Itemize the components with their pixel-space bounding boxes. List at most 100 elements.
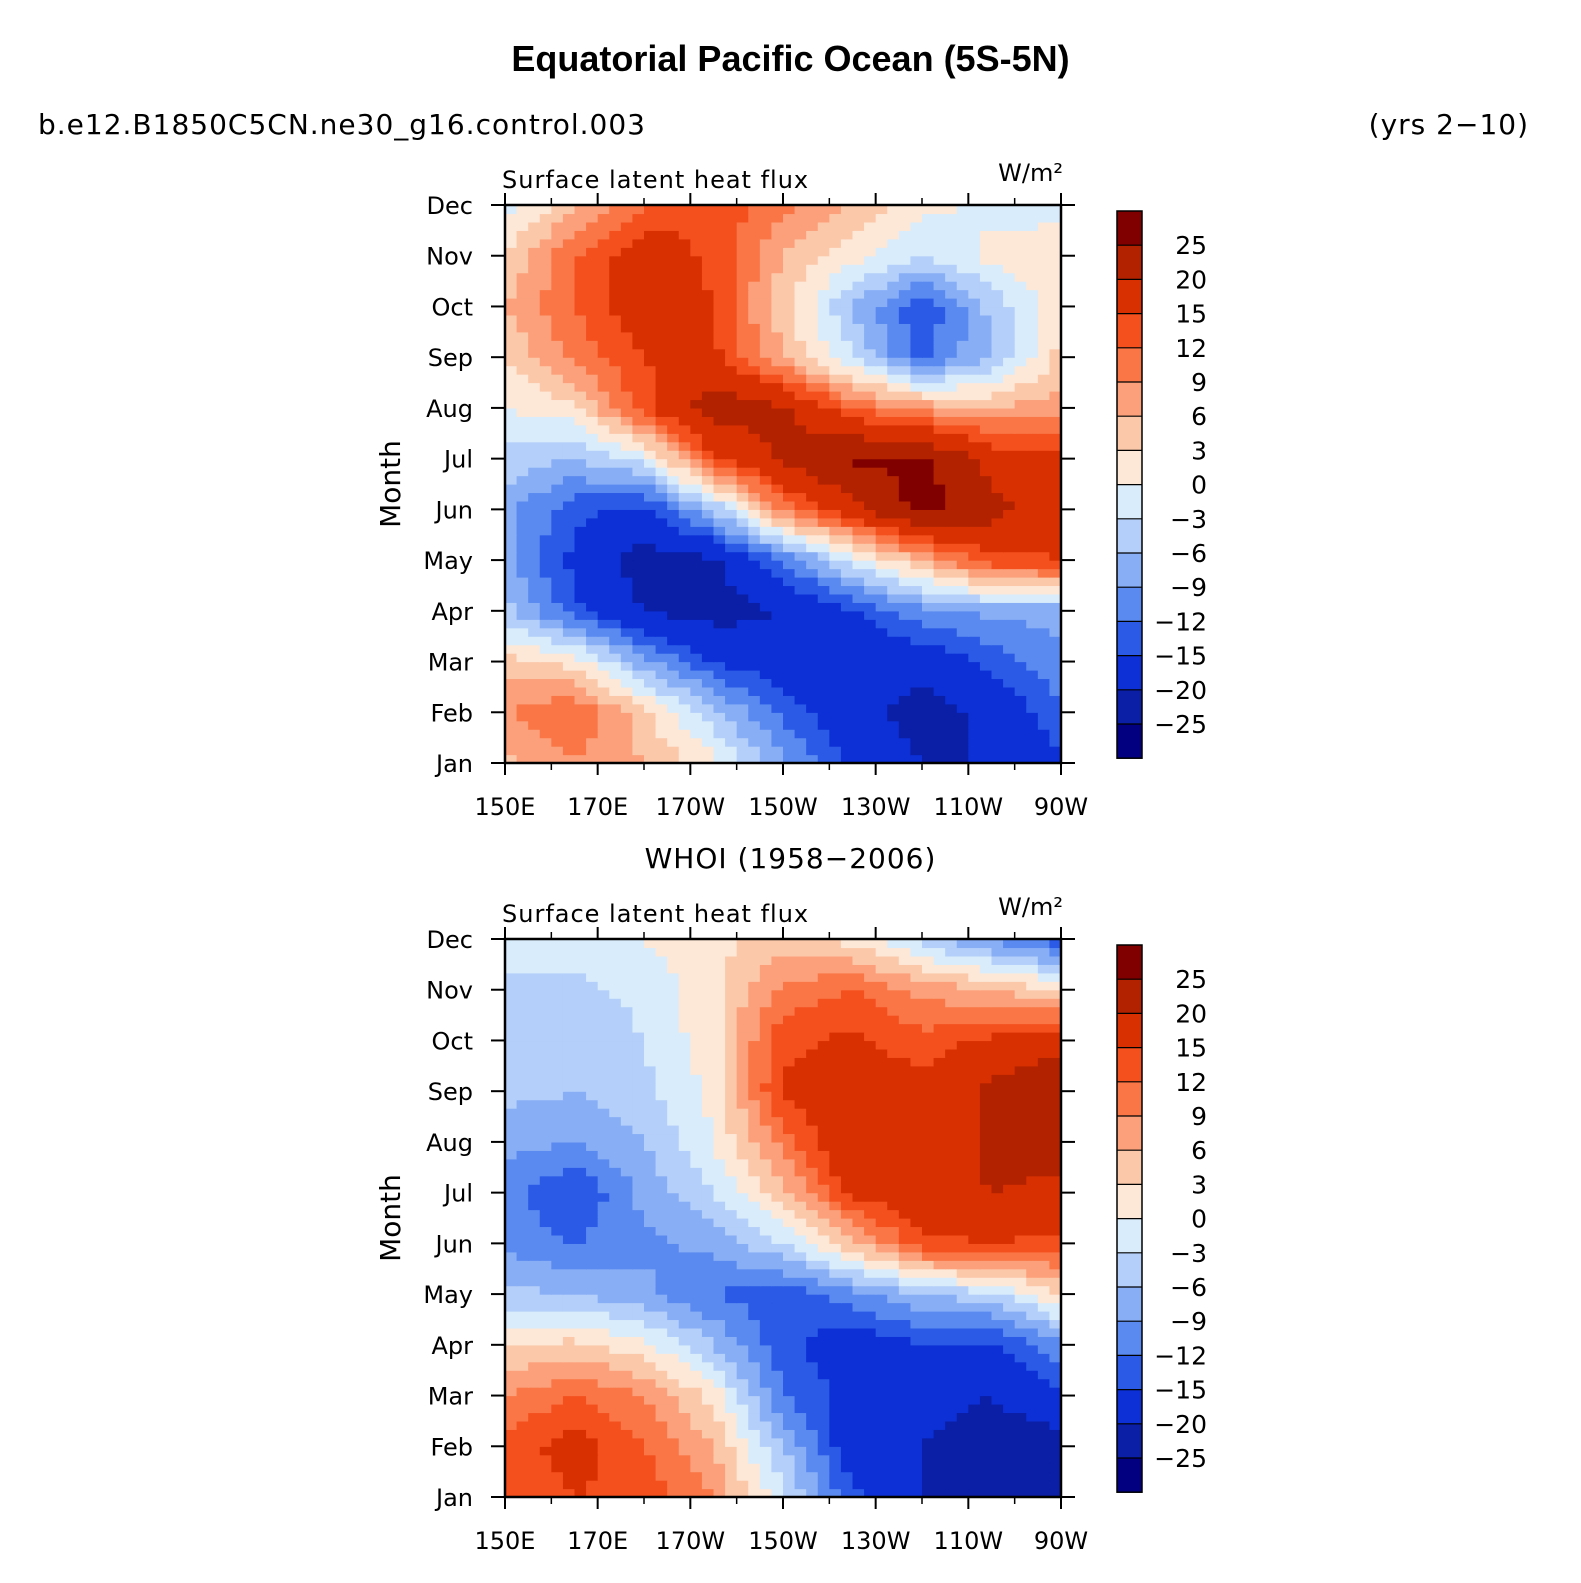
heatmap-cell [1014, 1412, 1027, 1422]
heatmap-cell [713, 1378, 726, 1388]
heatmap-cell [933, 1294, 946, 1304]
heatmap-cell [887, 1471, 900, 1481]
heatmap-cell [1026, 1437, 1039, 1447]
heatmap-cell [783, 424, 796, 434]
heatmap-cell [956, 1234, 969, 1244]
heatmap-cell [528, 636, 541, 646]
heatmap-cell [725, 1463, 738, 1473]
heatmap-cell [609, 1463, 622, 1473]
heatmap-cell [748, 653, 761, 663]
heatmap-cell [979, 1463, 993, 1473]
heatmap-cell [794, 458, 807, 468]
heatmap-cell [620, 737, 634, 747]
heatmap-cell [736, 551, 749, 561]
heatmap-cell [840, 357, 854, 367]
heatmap-cell [968, 678, 981, 688]
heatmap-cell [701, 551, 715, 561]
colorbar-label: −20 [1154, 676, 1207, 705]
heatmap-cell [1049, 1336, 1062, 1346]
heatmap-cell [806, 492, 819, 502]
heatmap-cell [933, 314, 946, 324]
heatmap-cell [806, 619, 819, 629]
heatmap-cell [771, 1387, 784, 1397]
heatmap-cell [690, 1429, 703, 1439]
heatmap-cell [956, 1268, 969, 1278]
heatmap-cell [609, 348, 622, 358]
heatmap-cell [1037, 314, 1051, 324]
heatmap-cell [678, 323, 691, 333]
heatmap-cell [806, 365, 819, 375]
heatmap-cell [586, 526, 599, 536]
heatmap-cell [597, 568, 610, 578]
heatmap-cell [1049, 1226, 1062, 1236]
heatmap-cell [922, 1243, 935, 1253]
heatmap-cell [597, 1234, 610, 1244]
heatmap-cell [1049, 1471, 1062, 1481]
heatmap-cell [713, 686, 726, 696]
heatmap-cell [783, 1285, 796, 1295]
heatmap-cell [945, 213, 958, 223]
heatmap-cell [644, 593, 657, 603]
heatmap-cell [736, 391, 749, 401]
heatmap-cell [701, 729, 715, 739]
heatmap-cell [528, 1480, 541, 1490]
heatmap-cell [783, 1302, 796, 1312]
heatmap-cell [771, 475, 784, 485]
heatmap-cell [713, 1302, 726, 1312]
heatmap-cell [898, 1446, 912, 1456]
heatmap-cell [840, 348, 854, 358]
heatmap-cell [829, 1285, 842, 1295]
heatmap-cell [771, 441, 784, 451]
heatmap-cell [574, 484, 587, 494]
heatmap-cell [586, 517, 599, 527]
heatmap-cell [817, 568, 830, 578]
heatmap-cell [783, 1243, 796, 1253]
heatmap-cell [528, 213, 541, 223]
heatmap-cell [898, 272, 912, 282]
heatmap-cell [1003, 627, 1016, 637]
heatmap-cell [759, 247, 773, 257]
heatmap-cell [1014, 458, 1027, 468]
heatmap-cell [505, 619, 518, 629]
heatmap-cell [574, 255, 587, 265]
heatmap-cell [806, 720, 819, 730]
heatmap-cell [1003, 746, 1016, 756]
heatmap-cell [1003, 703, 1016, 713]
heatmap-cell [528, 729, 541, 739]
heatmap-cell [620, 306, 634, 316]
heatmap-cell [887, 1454, 900, 1464]
heatmap-cell [736, 492, 749, 502]
heatmap-cell [852, 1361, 865, 1371]
heatmap-cell [783, 1201, 796, 1211]
heatmap-cell [852, 602, 865, 612]
heatmap-cell [771, 467, 784, 477]
heatmap-cell [794, 306, 807, 316]
heatmap-cell [852, 484, 865, 494]
heatmap-cell [725, 492, 738, 502]
heatmap-cell [586, 1311, 599, 1321]
heatmap-cell [574, 399, 587, 409]
heatmap-cell [690, 1454, 703, 1464]
heatmap-cell [968, 1454, 981, 1464]
heatmap-cell [829, 213, 842, 223]
heatmap-cell [748, 602, 761, 612]
heatmap-cell [771, 230, 784, 240]
heatmap-cell [1049, 627, 1062, 637]
heatmap-cell [505, 314, 518, 324]
heatmap-cell [829, 1311, 842, 1321]
heatmap-cell [725, 306, 738, 316]
heatmap-cell [945, 298, 958, 308]
heatmap-cell [898, 729, 912, 739]
heatmap-cell [933, 213, 946, 223]
heatmap-cell [991, 475, 1004, 485]
heatmap-cell [667, 424, 680, 434]
heatmap-cell [968, 534, 981, 544]
heatmap-cell [1003, 619, 1016, 629]
heatmap-cell [736, 1404, 749, 1414]
heatmap-cell [701, 323, 715, 333]
heatmap-cell [887, 1429, 900, 1439]
heatmap-cell [562, 1454, 576, 1464]
heatmap-cell [864, 593, 877, 603]
heatmap-cell [528, 678, 541, 688]
heatmap-cell [864, 348, 877, 358]
